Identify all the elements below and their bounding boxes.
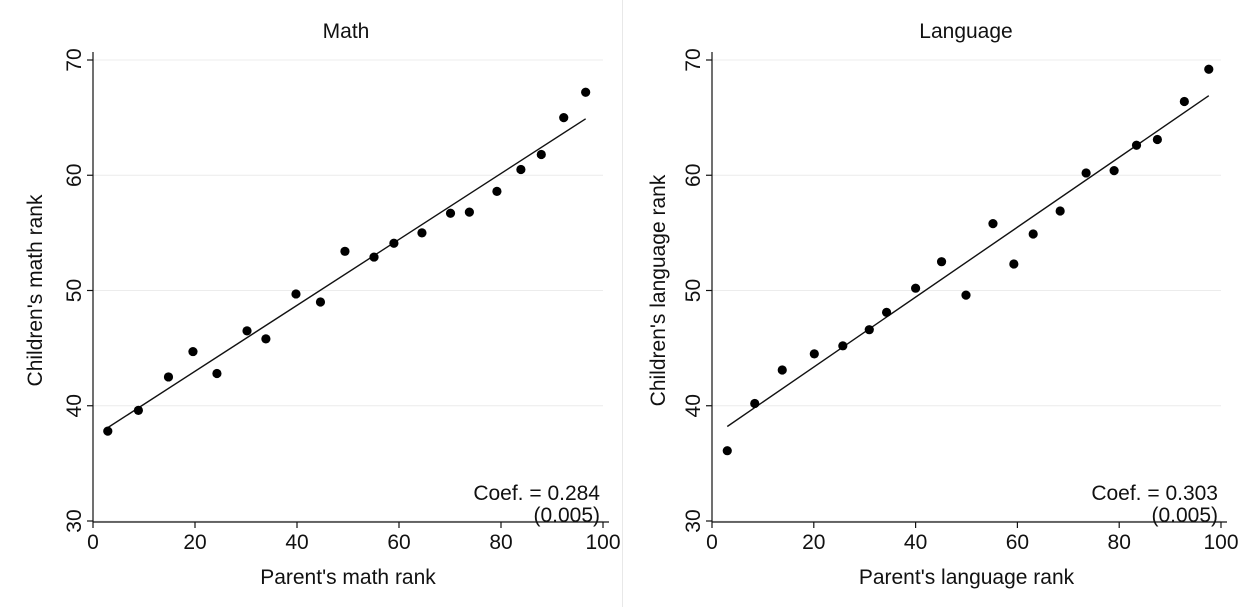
data-point [1081,168,1091,178]
data-point [242,326,252,336]
data-point [936,257,947,267]
data-point [581,87,591,97]
math-chart-panel: 30 40 50 60 70 0 20 40 60 80 100 Math Parent's math … [24,20,621,589]
language-scatter-chart: 30 40 50 60 70 0 20 40 60 80 100 Language Parent's l… [647,20,1239,589]
chart-title: Language [919,20,1012,43]
data-point [261,334,271,344]
data-point [188,346,198,357]
x-tick-label: 80 [489,531,512,554]
x-tick-label: 60 [387,531,410,554]
data-point [291,289,301,299]
data-point [133,405,143,415]
y-tick-label: 30 [63,509,86,532]
data-point [492,186,502,196]
y-tick-label: 60 [63,164,86,187]
data-point [340,246,350,256]
data-point [1179,96,1189,107]
language-chart-panel: 30 40 50 60 70 0 20 40 60 80 100 Language Parent's l… [622,0,1244,607]
data-point [1131,140,1142,150]
data-point [750,398,760,409]
data-point [881,307,892,317]
x-tick-label: 100 [1203,531,1238,554]
y-tick-label: 40 [682,394,705,417]
data-point [988,219,998,229]
y-axis-label: Children's language rank [647,174,670,406]
data-point [864,325,874,335]
x-tick-label: 20 [802,531,825,554]
data-point [961,290,971,300]
data-point [1028,229,1038,239]
data-point [722,446,732,456]
data-point [809,349,819,359]
data-point [911,283,921,293]
y-tick-label: 60 [682,164,705,187]
chart-title: Math [323,20,370,43]
y-tick-label: 70 [63,48,86,71]
data-point [212,368,222,379]
data-point [315,297,326,307]
data-point [1109,166,1119,176]
data-point [838,341,848,351]
data-point [103,426,113,436]
data-point [417,228,427,238]
coef-std-error: (0.005) [1151,504,1218,527]
data-point [389,238,399,248]
x-tick-label: 60 [1006,531,1029,554]
data-point [1055,206,1065,216]
math-scatter-chart: 30 40 50 60 70 0 20 40 60 80 100 Math Parent's math … [24,20,621,589]
x-tick-label: 40 [285,531,308,554]
data-point [536,149,546,160]
y-tick-label: 30 [682,509,705,532]
data-point [1204,64,1214,74]
y-tick-label: 70 [682,48,705,71]
x-tick-label: 100 [585,531,620,554]
x-tick-label: 40 [904,531,927,554]
data-point [777,365,787,375]
y-tick-label: 50 [682,279,705,302]
y-tick-label: 50 [63,279,86,302]
x-axis-label: Parent's math rank [260,566,436,589]
fit-line [726,95,1210,428]
x-tick-label: 0 [706,531,718,554]
coef-annotation: Coef. = 0.284 [473,482,600,505]
y-axis-label: Children's math rank [24,194,47,386]
coef-annotation: Coef. = 0.303 [1091,482,1218,505]
data-point [1152,134,1162,145]
data-point [559,113,569,123]
x-axis-label: Parent's language rank [859,566,1075,589]
x-tick-label: 20 [183,531,206,554]
x-tick-label: 0 [87,531,99,554]
fit-line [107,118,587,429]
data-point [516,164,526,175]
data-point [445,208,456,218]
coef-std-error: (0.005) [533,504,600,527]
data-point [464,207,474,217]
data-point [369,252,379,262]
x-tick-label: 80 [1108,531,1131,554]
data-point [1009,259,1019,269]
y-tick-label: 40 [63,394,86,417]
data-point [163,372,174,382]
